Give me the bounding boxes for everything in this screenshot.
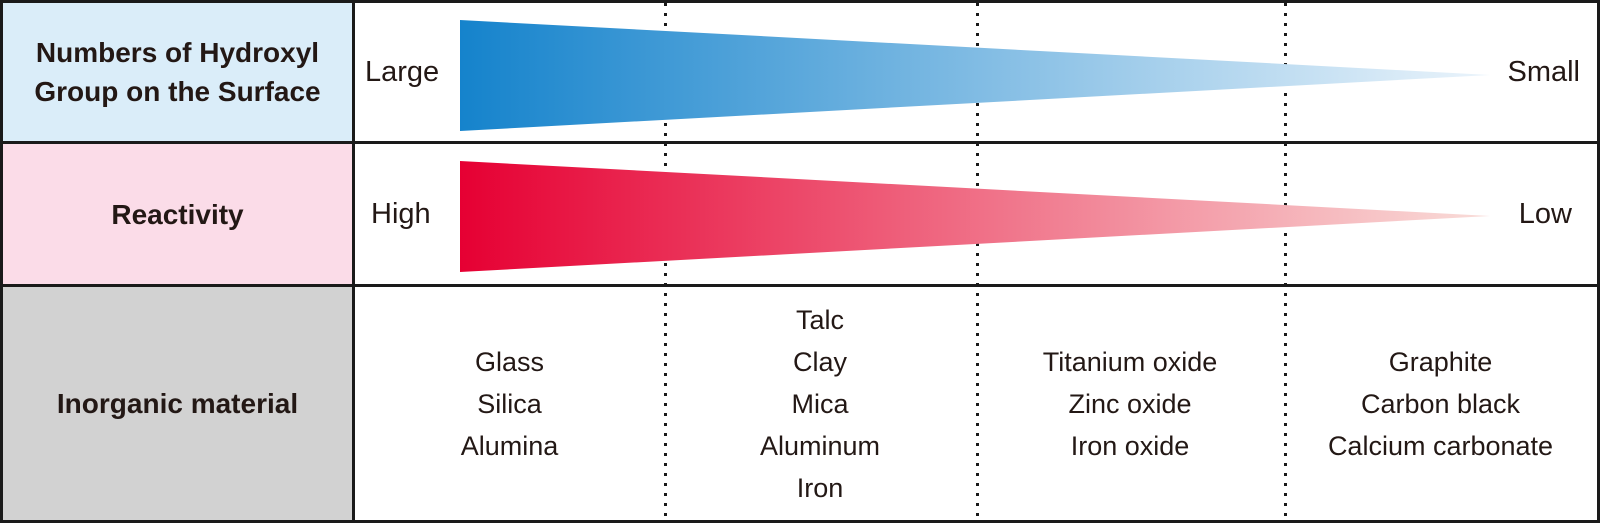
material-item: Alumina (460, 430, 559, 461)
row-label-hydroxyl-line2: Group on the Surface (34, 76, 321, 107)
material-group-3: Titanium oxide Zinc oxide Iron oxide (976, 287, 1284, 520)
materials-row: Glass Silica Alumina Talc Clay Mica Alum… (355, 287, 1597, 520)
material-item: Iron (796, 472, 844, 503)
row-label-hydroxyl: Numbers of Hydroxyl Group on the Surface (3, 3, 355, 144)
material-item: Titanium oxide (1042, 346, 1218, 377)
material-item: Calcium carbonate (1327, 430, 1554, 461)
material-item: Aluminum (759, 430, 881, 461)
material-item: Mica (791, 388, 849, 419)
material-item: Glass (474, 346, 545, 377)
material-item: Talc (795, 304, 844, 335)
row-label-reactivity: Reactivity (3, 144, 355, 287)
material-item: Graphite (1388, 346, 1493, 377)
row-label-materials-text: Inorganic material (56, 388, 299, 419)
hydroxyl-right-label: Small (1507, 56, 1580, 88)
reactivity-right-label: Low (1518, 198, 1572, 230)
table-grid: Numbers of Hydroxyl Group on the Surface… (3, 3, 1597, 520)
row-label-materials: Inorganic material (3, 287, 355, 520)
row-label-hydroxyl-line1: Numbers of Hydroxyl (35, 37, 320, 68)
reactivity-left-label: High (371, 198, 431, 230)
material-group-4: Graphite Carbon black Calcium carbonate (1284, 287, 1597, 520)
material-item: Silica (477, 388, 542, 419)
material-item: Zinc oxide (1068, 388, 1192, 419)
hydroxyl-left-label: Large (365, 56, 440, 88)
material-item: Carbon black (1360, 388, 1521, 419)
material-item: Iron oxide (1070, 430, 1190, 461)
row-label-reactivity-text: Reactivity (111, 198, 244, 230)
material-item: Clay (792, 346, 847, 377)
material-group-2: Talc Clay Mica Aluminum Iron (664, 287, 976, 520)
material-group-1: Glass Silica Alumina (355, 287, 664, 520)
